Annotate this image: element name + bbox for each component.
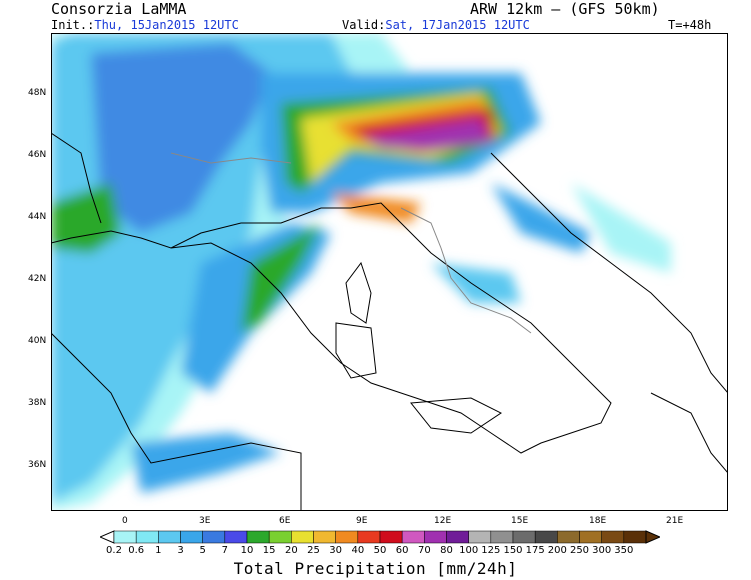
colorbar-label: 3	[177, 545, 184, 556]
colorbar-swatch	[158, 530, 181, 544]
colorbar-swatch	[224, 530, 248, 544]
lon-label: 9E	[356, 516, 368, 526]
borders	[170, 152, 532, 334]
colorbar-swatch	[379, 530, 403, 544]
lon-label: 21E	[666, 516, 684, 526]
colorbar-swatch	[424, 530, 447, 544]
colorbar-swatch	[579, 530, 602, 544]
colorbar-swatch	[113, 530, 137, 544]
colorbar-swatch	[557, 530, 580, 544]
colorbar-min-arrow	[100, 530, 115, 544]
colorbar-label: 10	[240, 545, 254, 556]
colorbar-swatch	[468, 530, 492, 544]
colorbar-label: 150	[503, 545, 523, 556]
colorbar-swatch	[623, 530, 647, 544]
lat-label: 44N	[28, 212, 47, 222]
lead-time: T=+48h	[668, 18, 712, 32]
colorbar-label: 125	[481, 545, 501, 556]
lon-label: 0	[122, 516, 128, 526]
colorbar-title: Total Precipitation [mm/24h]	[233, 559, 518, 578]
colorbar-label: 30	[329, 545, 343, 556]
colorbar	[100, 530, 660, 544]
colorbar-swatch	[313, 530, 336, 544]
org-title: Consorzia LaMMA	[51, 0, 187, 18]
lon-label: 6E	[279, 516, 291, 526]
lat-label: 48N	[28, 88, 47, 98]
colorbar-label: 70	[417, 545, 431, 556]
lat-label: 42N	[28, 274, 47, 284]
colorbar-swatch	[291, 530, 314, 544]
colorbar-swatch	[180, 530, 203, 544]
colorbar-label: 300	[592, 545, 612, 556]
model-title: ARW 12km – (GFS 50km)	[470, 0, 660, 18]
colorbar-swatch	[135, 530, 159, 544]
lon-label: 18E	[589, 516, 607, 526]
coastlines	[51, 132, 728, 511]
init-time: Init.:Thu, 15Jan2015 12UTC	[51, 18, 239, 32]
colorbar-label: 5	[199, 545, 206, 556]
colorbar-swatch	[335, 530, 359, 544]
colorbar-swatch	[246, 530, 270, 544]
lon-label: 12E	[434, 516, 452, 526]
colorbar-label: 40	[351, 545, 365, 556]
colorbar-label: 250	[569, 545, 590, 556]
lon-label: 3E	[199, 516, 211, 526]
colorbar-swatch	[490, 530, 514, 544]
colorbar-swatch	[512, 530, 536, 544]
colorbar-label: 15	[262, 545, 276, 556]
precip-field	[51, 33, 671, 511]
valid-time: Valid:Sat, 17Jan2015 12UTC	[342, 18, 530, 32]
init-label: Init.:	[51, 18, 95, 32]
colorbar-swatch	[268, 530, 292, 544]
colorbar-swatch	[202, 530, 226, 544]
valid-value: Sat, 17Jan2015 12UTC	[385, 18, 530, 32]
colorbar-label: 50	[373, 545, 387, 556]
colorbar-label: 175	[525, 545, 545, 556]
colorbar-label: 60	[395, 545, 409, 556]
colorbar-label: 25	[307, 545, 320, 556]
lat-label: 36N	[28, 460, 47, 470]
colorbar-label: 200	[547, 545, 567, 556]
colorbar-label: 0.2	[106, 545, 122, 556]
lat-label: 38N	[28, 398, 47, 408]
lon-label: 15E	[511, 516, 529, 526]
colorbar-swatch	[357, 530, 381, 544]
colorbar-label: 7	[221, 545, 229, 556]
colorbar-label: 350	[614, 545, 634, 556]
colorbar-label: 0.6	[128, 545, 145, 556]
colorbar-swatch	[401, 530, 425, 544]
colorbar-label: 100	[459, 545, 479, 556]
valid-label: Valid:	[342, 18, 386, 32]
colorbar-label: 20	[284, 545, 298, 556]
init-value: Thu, 15Jan2015 12UTC	[94, 18, 239, 32]
colorbar-label: 1	[155, 545, 162, 556]
colorbar-swatch	[446, 530, 469, 544]
precipitation-map	[51, 33, 728, 511]
colorbar-swatch	[601, 530, 625, 544]
colorbar-swatch	[534, 530, 558, 544]
lat-label: 40N	[28, 336, 47, 346]
lat-label: 46N	[28, 150, 47, 160]
colorbar-max-arrow	[645, 530, 660, 544]
colorbar-label: 80	[440, 545, 453, 556]
